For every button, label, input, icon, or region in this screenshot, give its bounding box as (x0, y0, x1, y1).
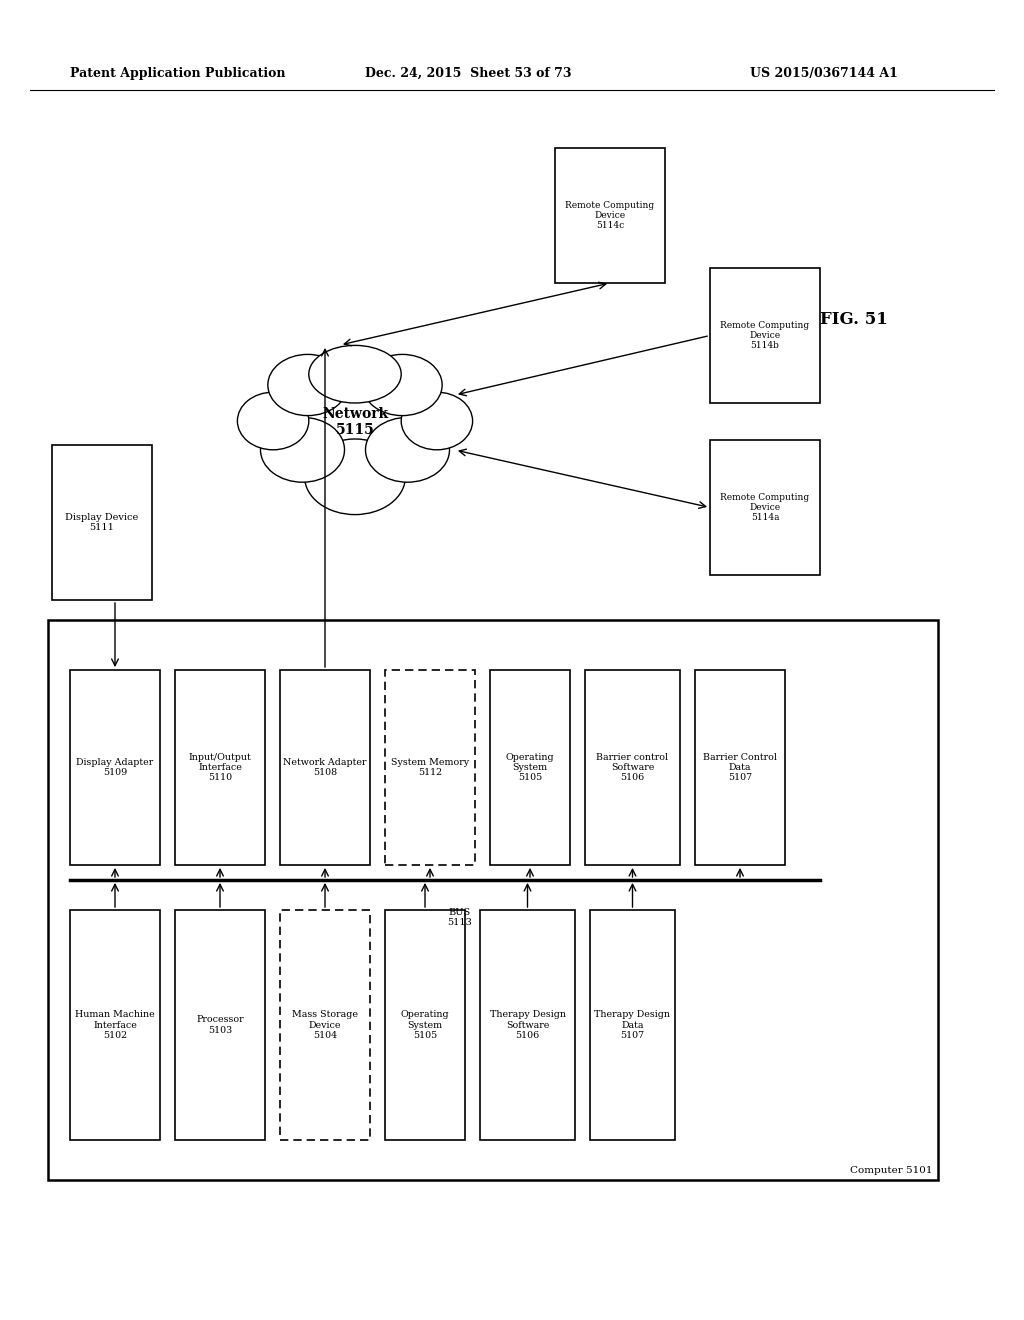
Bar (695, 671, 785, 865)
Text: Therapy Design
Data
5107: Therapy Design Data 5107 (595, 1010, 671, 1040)
Ellipse shape (401, 392, 473, 450)
Bar (385, 671, 475, 865)
Bar (590, 909, 675, 1140)
Ellipse shape (268, 354, 348, 416)
Text: Operating
System
5105: Operating System 5105 (506, 752, 554, 783)
Bar (710, 268, 820, 403)
Text: Mass Storage
Device
5104: Mass Storage Device 5104 (292, 1010, 358, 1040)
Text: Display Device
5111: Display Device 5111 (66, 512, 138, 532)
Ellipse shape (238, 392, 309, 450)
Bar (52, 445, 152, 601)
Bar (555, 148, 665, 282)
Text: Remote Computing
Device
5114a: Remote Computing Device 5114a (721, 492, 810, 523)
Text: Remote Computing
Device
5114b: Remote Computing Device 5114b (721, 321, 810, 350)
Text: Operating
System
5105: Operating System 5105 (400, 1010, 450, 1040)
Bar (175, 909, 265, 1140)
Ellipse shape (309, 346, 401, 403)
Text: Therapy Design
Software
5106: Therapy Design Software 5106 (489, 1010, 565, 1040)
Bar (280, 909, 370, 1140)
Text: Barrier Control
Data
5107: Barrier Control Data 5107 (703, 752, 777, 783)
Ellipse shape (366, 417, 450, 482)
Text: Human Machine
Interface
5102: Human Machine Interface 5102 (75, 1010, 155, 1040)
Text: Processor
5103: Processor 5103 (197, 1015, 244, 1035)
Text: Input/Output
Interface
5110: Input/Output Interface 5110 (188, 752, 251, 783)
Bar (490, 671, 570, 865)
Text: Dec. 24, 2015  Sheet 53 of 73: Dec. 24, 2015 Sheet 53 of 73 (365, 66, 571, 79)
Text: Remote Computing
Device
5114c: Remote Computing Device 5114c (565, 201, 654, 231)
Text: US 2015/0367144 A1: US 2015/0367144 A1 (750, 66, 898, 79)
Text: Barrier control
Software
5106: Barrier control Software 5106 (596, 752, 669, 783)
Ellipse shape (260, 417, 344, 482)
Bar (175, 671, 265, 865)
Text: Display Adapter
5109: Display Adapter 5109 (77, 758, 154, 777)
Text: Patent Application Publication: Patent Application Publication (70, 66, 286, 79)
Bar (480, 909, 575, 1140)
Text: FIG. 51: FIG. 51 (820, 312, 888, 329)
Bar (48, 620, 938, 1180)
Bar (585, 671, 680, 865)
Bar (70, 671, 160, 865)
Text: BUS
5113: BUS 5113 (447, 908, 472, 928)
Text: System Memory
5112: System Memory 5112 (391, 758, 469, 777)
Bar (710, 440, 820, 576)
Ellipse shape (362, 354, 442, 416)
Text: Network
5115: Network 5115 (322, 407, 388, 437)
Bar (385, 909, 465, 1140)
Text: Computer 5101: Computer 5101 (850, 1166, 932, 1175)
Bar (280, 671, 370, 865)
Ellipse shape (304, 440, 406, 515)
Bar (70, 909, 160, 1140)
Text: Network Adapter
5108: Network Adapter 5108 (284, 758, 367, 777)
